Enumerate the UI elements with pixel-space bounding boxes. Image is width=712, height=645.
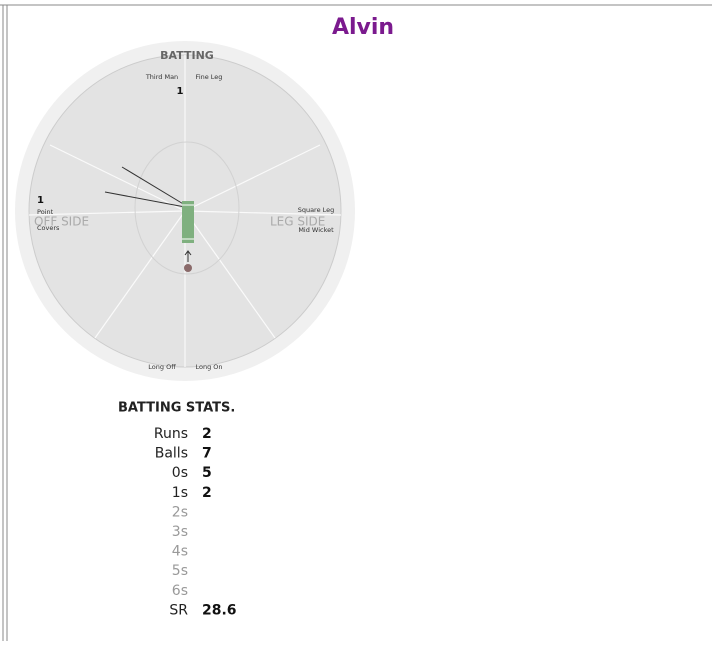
stat-label: 3s bbox=[172, 524, 188, 540]
stat-label: Runs bbox=[154, 426, 188, 442]
wheel-heading: BATTING bbox=[160, 49, 214, 62]
stat-value: 2 bbox=[202, 426, 212, 442]
zone-label: Long On bbox=[195, 363, 222, 371]
player-name: Alvin bbox=[332, 15, 394, 40]
side-label: OFF SIDE bbox=[34, 215, 89, 229]
ball bbox=[184, 264, 192, 272]
shot-line bbox=[104, 191, 186, 208]
side-label: LEG SIDE bbox=[270, 215, 325, 229]
zone-label: Fine Leg bbox=[196, 73, 223, 81]
zone-count: 1 bbox=[177, 86, 184, 97]
zone-lines bbox=[28, 55, 342, 367]
stat-value: 7 bbox=[202, 446, 212, 462]
stat-value: 5 bbox=[202, 465, 212, 481]
wagon-wheel: BATTING Third Man Fine Leg Square Leg Mi… bbox=[15, 41, 355, 381]
stat-label: 5s bbox=[172, 563, 188, 579]
zone-count: 1 bbox=[37, 195, 44, 206]
shot-line bbox=[121, 166, 186, 206]
stat-label: 2s bbox=[172, 504, 188, 520]
arrow-head bbox=[184, 250, 192, 256]
zone-label: Square Leg bbox=[298, 206, 335, 214]
stat-label: 0s bbox=[172, 465, 188, 481]
stats-table: Runs 2 Balls 7 0s 5 1s 2 2s 3s 4s 5s 6s SR 28.6 bbox=[154, 426, 237, 618]
zone-label: Long Off bbox=[148, 363, 176, 371]
stat-label: Balls bbox=[155, 446, 188, 462]
stats-title: BATTING STATS. bbox=[118, 401, 235, 416]
zone-label: Point bbox=[37, 208, 54, 216]
stat-label: 4s bbox=[172, 544, 188, 560]
stat-value: 2 bbox=[202, 485, 212, 501]
stat-value: 28.6 bbox=[202, 602, 237, 618]
inner-circle bbox=[134, 141, 240, 275]
stat-label: 6s bbox=[172, 583, 188, 599]
stat-label: 1s bbox=[172, 485, 188, 501]
pitch bbox=[182, 201, 194, 243]
stat-label: SR bbox=[169, 602, 188, 618]
zone-label: Mid Wicket bbox=[298, 226, 334, 234]
zone-label: Third Man bbox=[145, 73, 178, 81]
zone-label: Covers bbox=[37, 224, 60, 232]
